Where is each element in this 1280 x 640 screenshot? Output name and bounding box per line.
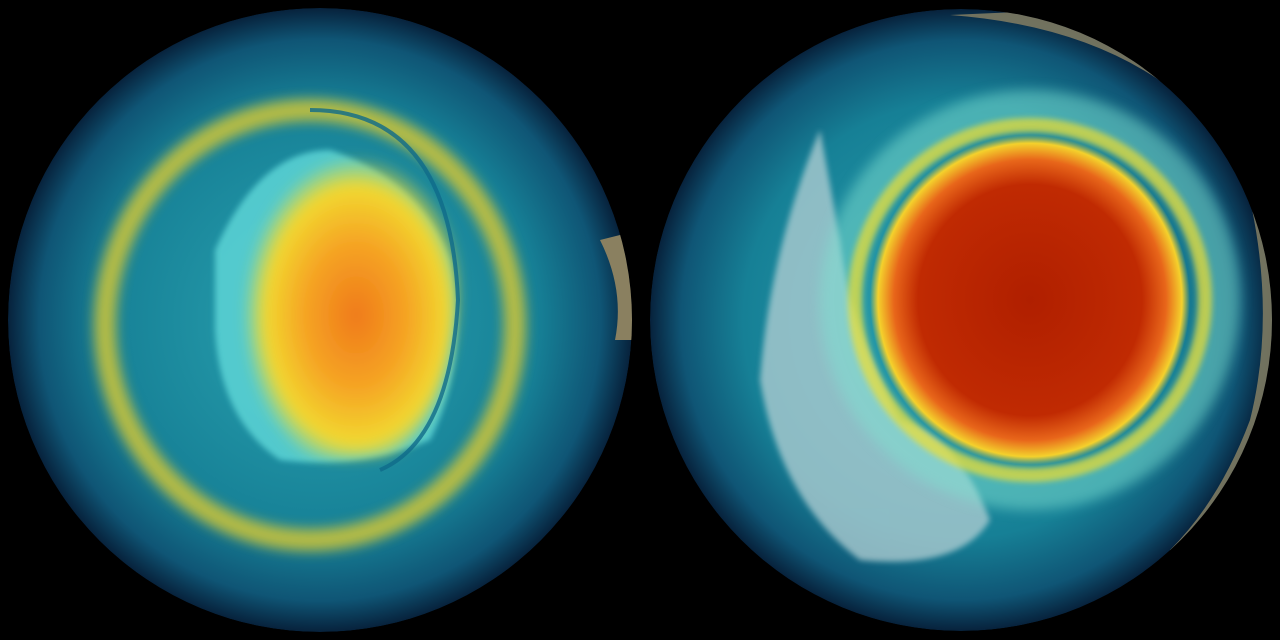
ozone-hole [870, 135, 1190, 465]
ozone-ring [848, 118, 1212, 482]
right-globe [650, 9, 1272, 631]
left-globe [8, 8, 632, 632]
ozone-hole [231, 139, 459, 460]
